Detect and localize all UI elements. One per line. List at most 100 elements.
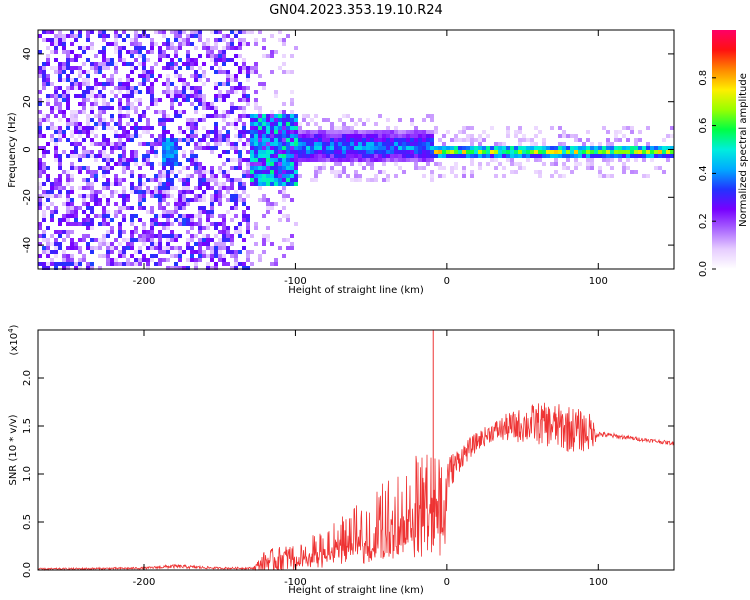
spectrogram-cell	[190, 42, 194, 46]
spectrogram-cell	[122, 254, 126, 258]
spectrogram-cell	[50, 66, 54, 70]
spectrogram-cell	[138, 186, 142, 190]
spectrogram-cell	[574, 138, 578, 142]
spectrogram-cell	[294, 166, 298, 170]
spectrogram-cell	[294, 170, 298, 174]
spectrogram-cell	[614, 146, 618, 150]
spectrogram-cell	[238, 46, 242, 50]
spectrogram-cell	[122, 134, 126, 138]
spectrogram-cell	[542, 154, 546, 158]
spectrogram-cell	[62, 150, 66, 154]
spectrogram-cell	[70, 206, 74, 210]
spectrogram-cell	[274, 178, 278, 182]
spectrogram-cell	[414, 130, 418, 134]
spectrogram-cell	[58, 190, 62, 194]
spectrogram-cell	[362, 150, 366, 154]
spectrogram-cell	[418, 130, 422, 134]
spectrogram-cell	[58, 66, 62, 70]
spectrogram-cell	[86, 78, 90, 82]
spectrogram-cell	[46, 198, 50, 202]
spectrogram-cell	[90, 126, 94, 130]
spectrogram-cell	[310, 146, 314, 150]
spectrogram-cell	[130, 78, 134, 82]
spectrogram-cell	[66, 50, 70, 54]
spectrogram-cell	[410, 158, 414, 162]
spectrogram-cell	[146, 258, 150, 262]
spectrogram-cell	[82, 194, 86, 198]
spectrogram-cell	[230, 58, 234, 62]
spectrogram-cell	[178, 170, 182, 174]
spectrogram-cell	[66, 94, 70, 98]
spectrogram-cell	[262, 238, 266, 242]
spectrogram-cell	[78, 142, 82, 146]
spectrogram-cell	[138, 98, 142, 102]
spectrogram-cell	[82, 98, 86, 102]
spectrogram-cell	[350, 154, 354, 158]
spectrogram-cell	[130, 38, 134, 42]
spectrogram-cell	[134, 190, 138, 194]
spectrogram-cell	[82, 198, 86, 202]
spectrogram-cell	[78, 186, 82, 190]
spectrogram-cell	[262, 118, 266, 122]
spectrogram-cell	[494, 154, 498, 158]
spectrogram-cell	[126, 130, 130, 134]
spectrogram-cell	[154, 214, 158, 218]
spectrogram-cell	[246, 174, 250, 178]
spectrogram-cell	[262, 54, 266, 58]
spectrogram-cell	[638, 138, 642, 142]
spectrogram-cell	[494, 174, 498, 178]
spectrogram-cell	[162, 90, 166, 94]
spectrogram-cell	[206, 266, 210, 270]
spectrogram-cell	[262, 154, 266, 158]
spectrogram-cell	[414, 166, 418, 170]
spectrogram-cell	[202, 194, 206, 198]
spectrogram-cell	[194, 130, 198, 134]
spectrogram-cell	[194, 126, 198, 130]
spectrogram-cell	[134, 238, 138, 242]
spectrogram-cell	[82, 258, 86, 262]
spectrogram-cell	[378, 134, 382, 138]
spectrogram-cell	[658, 150, 662, 154]
spectrogram-cell	[66, 118, 70, 122]
spectrogram-cell	[498, 150, 502, 154]
spectrogram-cell	[358, 146, 362, 150]
spectrogram-cell	[534, 170, 538, 174]
spectrogram-cell	[66, 106, 70, 110]
spectrogram-cell	[62, 214, 66, 218]
spectrogram-cell	[138, 62, 142, 66]
spectrogram-cell	[322, 166, 326, 170]
spectrogram-cell	[210, 170, 214, 174]
spectrogram-cell	[278, 142, 282, 146]
spectrogram-cell	[146, 154, 150, 158]
spectrogram-cell	[74, 58, 78, 62]
spectrogram-cell	[218, 170, 222, 174]
spectrogram-cell	[182, 38, 186, 42]
spectrogram-cell	[166, 162, 170, 166]
spectrogram-cell	[90, 186, 94, 190]
spectrogram-cell	[162, 234, 166, 238]
spectrogram-cell	[66, 66, 70, 70]
spectrogram-cell	[198, 210, 202, 214]
spectrogram-cell	[74, 78, 78, 82]
spectrogram-cell	[258, 158, 262, 162]
spectrogram-cell	[290, 242, 294, 246]
spectrogram-cell	[190, 174, 194, 178]
spectrogram-cell	[622, 134, 626, 138]
spectrogram-cell	[346, 134, 350, 138]
spectrogram-cell	[374, 142, 378, 146]
spectrogram-cell	[170, 150, 174, 154]
spectrogram-cell	[178, 114, 182, 118]
spectrogram-cell	[198, 94, 202, 98]
spectrogram-cell	[222, 58, 226, 62]
spectrogram-cell	[218, 154, 222, 158]
spectrogram-cell	[294, 130, 298, 134]
spectrogram-cell	[462, 126, 466, 130]
spectrogram-cell	[118, 242, 122, 246]
spectrogram-cell	[62, 62, 66, 66]
spectrogram-cell	[146, 118, 150, 122]
spectrogram-cell	[226, 174, 230, 178]
spectrogram-cell	[422, 150, 426, 154]
spectrogram-cell	[234, 202, 238, 206]
spectrogram-cell	[294, 222, 298, 226]
spectrogram-y-tick-label: 20	[22, 95, 33, 108]
